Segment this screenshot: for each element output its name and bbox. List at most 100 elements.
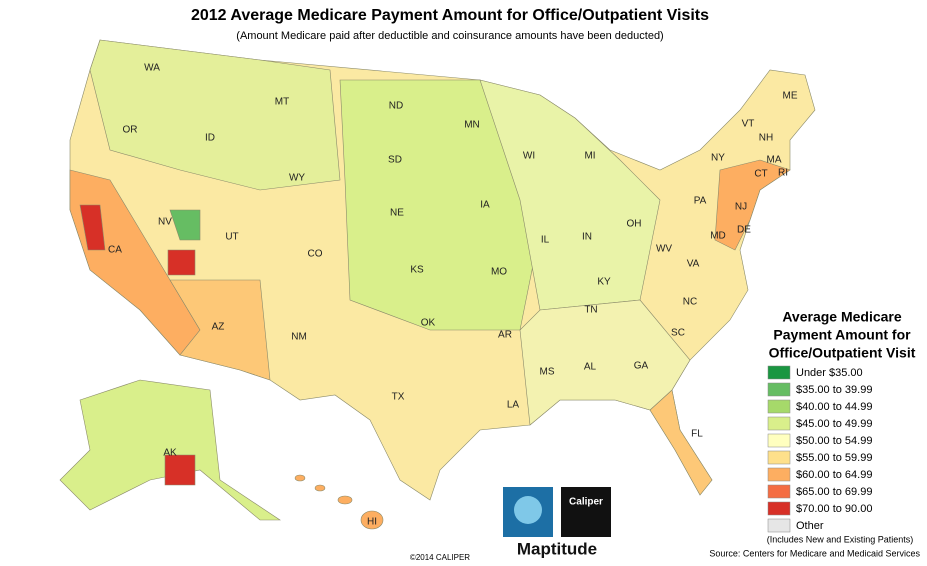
- state-label: AK: [163, 448, 177, 459]
- hawaii-island: [314, 484, 326, 492]
- state-label: IA: [480, 200, 490, 211]
- legend-label: Under $35.00: [796, 367, 863, 379]
- state-label: LA: [507, 400, 520, 411]
- legend: Average Medicare Payment Amount for Offi…: [767, 309, 916, 533]
- region-northeast: [714, 159, 791, 251]
- state-label: HI: [367, 517, 377, 528]
- legend-note: (Includes New and Existing Patients): [767, 534, 914, 544]
- state-label: OK: [421, 318, 436, 329]
- legend-swatch: [767, 450, 791, 465]
- title: 2012 Average Medicare Payment Amount for…: [191, 7, 709, 24]
- state-label: ND: [389, 101, 403, 112]
- state-label: WA: [144, 63, 160, 74]
- logo-product: Maptitude: [517, 539, 597, 558]
- alaska-hot: [164, 454, 196, 486]
- hawaii-island: [360, 510, 384, 530]
- legend-swatch: [767, 365, 791, 380]
- state-label: TX: [392, 392, 405, 403]
- state-label: RI: [778, 168, 788, 179]
- state-label: ID: [205, 133, 215, 144]
- legend-label: $45.00 to 49.99: [796, 418, 872, 430]
- state-label: DE: [737, 225, 751, 236]
- state-label: WV: [656, 244, 672, 255]
- logo-brand: Caliper: [569, 497, 603, 508]
- state-label: TN: [584, 305, 597, 316]
- state-label: NE: [390, 208, 404, 219]
- legend-swatch: [767, 518, 791, 533]
- state-labels: WA OR CA NV ID MT WY UT AZ CO NM ND SD NE KS OK TX MN IA MO…: [108, 63, 798, 528]
- state-label: NJ: [735, 202, 747, 213]
- state-label: KY: [597, 277, 611, 288]
- legend-label: Other: [796, 520, 824, 532]
- region-midwest: [479, 79, 661, 311]
- logo: Caliper Maptitude: [503, 487, 611, 558]
- state-label: NY: [711, 153, 725, 164]
- state-label: MO: [491, 267, 507, 278]
- region-nevada: [169, 209, 201, 241]
- state-label: AL: [584, 362, 597, 373]
- state-label: IL: [541, 235, 550, 246]
- legend-label: $35.00 to 39.99: [796, 384, 872, 396]
- state-label: MS: [540, 367, 555, 378]
- state-label: AZ: [212, 322, 225, 333]
- map: [59, 39, 816, 530]
- state-label: WI: [523, 151, 535, 162]
- state-label: CT: [754, 169, 767, 180]
- region-bay: [79, 204, 106, 251]
- state-label: WY: [289, 173, 305, 184]
- region-northwest: [89, 39, 341, 191]
- state-label: AR: [498, 330, 512, 341]
- legend-title: Average Medicare: [782, 309, 902, 325]
- state-label: NC: [683, 297, 697, 308]
- state-label: FL: [691, 429, 703, 440]
- legend-label: $50.00 to 54.99: [796, 435, 872, 447]
- legend-label: $70.00 to 90.00: [796, 503, 872, 515]
- logo-globe: [514, 496, 542, 524]
- legend-label: $60.00 to 64.99: [796, 469, 872, 481]
- legend-swatch: [767, 433, 791, 448]
- legend-label: $65.00 to 69.99: [796, 486, 872, 498]
- copyright: ©2014 CALIPER: [410, 553, 470, 562]
- legend-label: $40.00 to 44.99: [796, 401, 872, 413]
- legend-swatch: [767, 416, 791, 431]
- region-south: [519, 299, 691, 426]
- logo-brand-box: [561, 487, 611, 537]
- legend-swatch: [767, 501, 791, 516]
- legend-swatch: [767, 399, 791, 414]
- state-label: MN: [464, 120, 480, 131]
- state-label: CO: [308, 249, 323, 260]
- subtitle: (Amount Medicare paid after deductible a…: [236, 30, 663, 42]
- legend-swatch: [767, 382, 791, 397]
- state-label: OR: [123, 125, 138, 136]
- state-label: OH: [627, 219, 642, 230]
- state-label: MT: [275, 97, 289, 108]
- legend-title: Office/Outpatient Visit: [769, 345, 916, 361]
- hawaii-island: [294, 474, 306, 482]
- state-label: IN: [582, 232, 592, 243]
- legend-label: $55.00 to 59.99: [796, 452, 872, 464]
- state-label: SD: [388, 155, 402, 166]
- state-label: CA: [108, 245, 122, 256]
- state-label: MI: [584, 151, 595, 162]
- state-label: UT: [225, 232, 238, 243]
- state-label: NV: [158, 217, 172, 228]
- region-southwest: [169, 279, 271, 381]
- state-label: PA: [694, 196, 707, 207]
- legend-swatch: [767, 484, 791, 499]
- region-utah-hot: [167, 249, 196, 276]
- state-label: SC: [671, 328, 685, 339]
- state-label: ME: [783, 91, 798, 102]
- hawaii-island: [337, 495, 353, 505]
- state-label: NM: [291, 332, 307, 343]
- state-label: NH: [759, 133, 773, 144]
- legend-swatch: [767, 467, 791, 482]
- state-label: MD: [710, 231, 726, 242]
- state-label: GA: [634, 361, 649, 372]
- state-label: MA: [767, 155, 782, 166]
- state-label: KS: [410, 265, 424, 276]
- source: Source: Centers for Medicare and Medicai…: [709, 548, 920, 558]
- state-label: VA: [687, 259, 700, 270]
- state-label: VT: [742, 119, 755, 130]
- alaska: [59, 379, 281, 521]
